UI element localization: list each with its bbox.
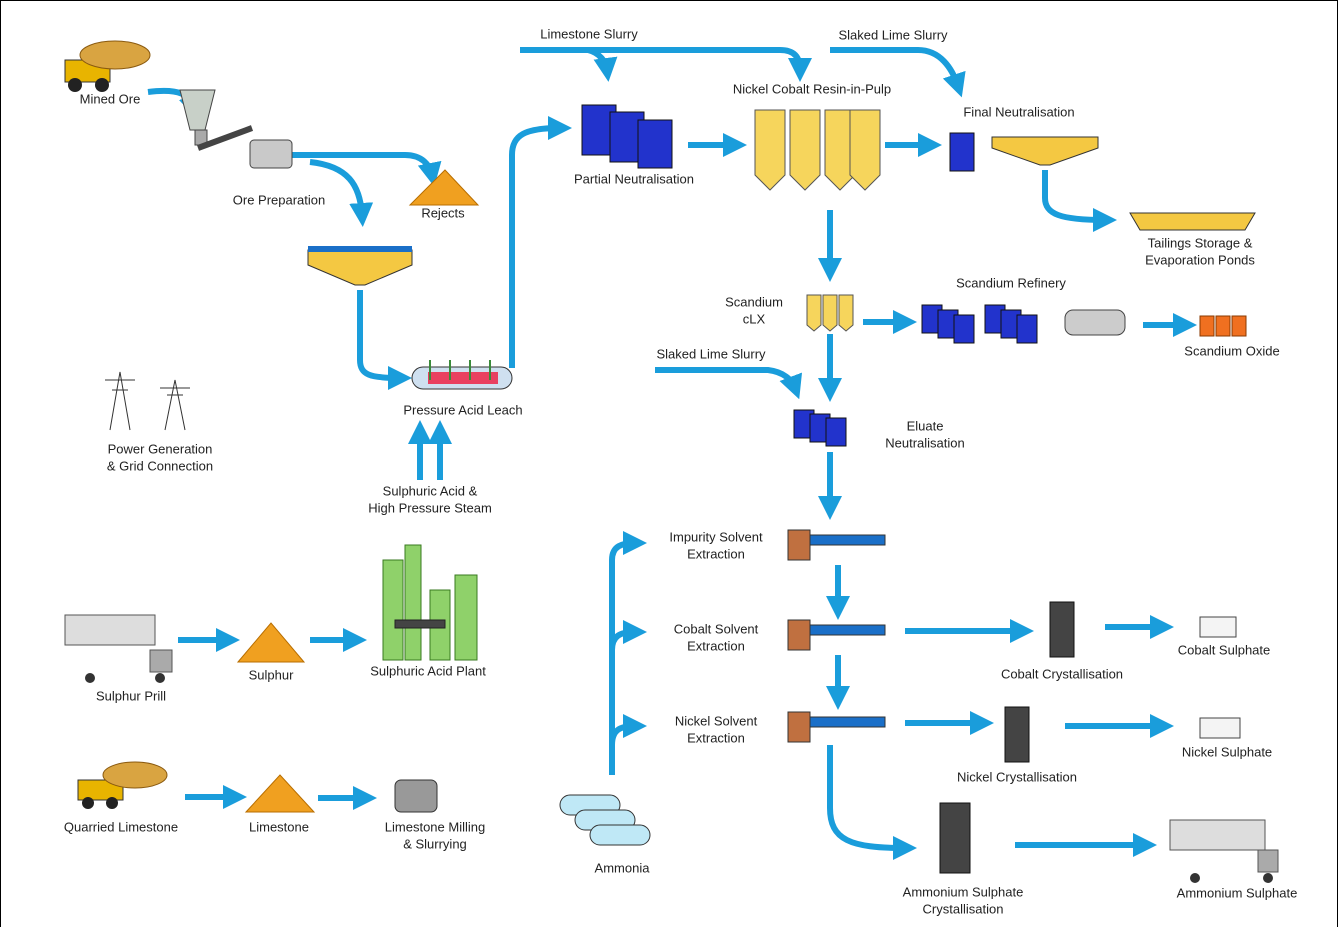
node-label: Cobalt Crystallisation [1001,666,1123,681]
scandium-columns [806,294,854,332]
node-label: Rejects [421,205,465,220]
thickener [307,246,413,286]
node-label: Nickel Sulphate [1182,744,1272,759]
node-label: Power Generation [108,441,213,456]
node-label: Sulphur Prill [96,688,166,703]
tailings-pond [1129,212,1256,231]
ball-mill [394,779,438,813]
node-label: Evaporation Ponds [1145,252,1255,267]
node-label: High Pressure Steam [368,500,492,515]
node-label: Ammonium Sulphate [903,884,1024,899]
node-label: Limestone Slurry [540,26,638,41]
node-label: Ammonia [595,860,651,875]
hopper [179,89,216,146]
node-label: Cobalt Sulphate [1178,642,1271,657]
mill [249,139,293,169]
flow-arrows [147,47,1197,860]
partial-neutralisation-tanks [581,104,673,169]
conveyor [196,125,254,151]
node-label: Ammonium Sulphate [1177,885,1298,900]
rejects-pile [408,169,480,206]
node-label: Sulphuric Acid & [383,483,478,498]
icons [64,40,1279,883]
node-label: Pressure Acid Leach [403,402,522,417]
node-label: Quarried Limestone [64,819,178,834]
node-label: Mined Ore [80,91,141,106]
node-label: Slaked Lime Slurry [838,27,948,42]
node-label: Cobalt Solvent [674,621,759,636]
node-label: Scandium Oxide [1184,343,1279,358]
autoclave [411,360,513,390]
sx-units [787,529,886,743]
limestone-pile [244,774,316,813]
node-label: Ore Preparation [233,192,326,207]
node-label: Extraction [687,730,745,745]
resin-columns [754,109,881,191]
final-tank [949,132,975,172]
ammonia-tanks [559,794,651,846]
node-label: Limestone [249,819,309,834]
node-label: Nickel Cobalt Resin-in-Pulp [733,81,891,96]
node-label: Final Neutralisation [963,104,1074,119]
node-label: Tailings Storage & [1148,235,1253,250]
labels: Mined Ore Ore Preparation Rejects Pressure … [64,26,1297,916]
node-label: Limestone Milling [385,819,485,834]
node-label: Slaked Lime Slurry [656,346,766,361]
node-label: cLX [743,311,766,326]
node-label: Extraction [687,638,745,653]
node-label: Neutralisation [885,435,965,450]
node-label: Crystallisation [923,901,1004,916]
limestone-truck [77,761,168,809]
node-label: Sulphuric Acid Plant [370,663,486,678]
node-label: Sulphur [249,667,294,682]
node-label: & Slurrying [403,836,467,851]
scandium-drums [1199,315,1247,337]
sulphur-pile [236,622,306,663]
sulphate-bags [1199,616,1241,739]
product-truck [1169,819,1279,883]
power-pylons [105,371,190,431]
node-label: Partial Neutralisation [574,171,694,186]
node-label: & Grid Connection [107,458,213,473]
node-label: Nickel Solvent [675,713,758,728]
crystallisers [939,601,1075,874]
scandium-refinery [921,304,1126,344]
sulphur-truck [64,614,173,683]
node-label: Nickel Crystallisation [957,769,1077,784]
final-thickener [991,136,1099,166]
node-label: Eluate [907,418,944,433]
eluate-tanks [793,409,847,447]
mined-ore-truck [64,40,151,92]
acid-plant [382,544,478,661]
node-label: Scandium Refinery [956,275,1066,290]
node-label: Extraction [687,546,745,561]
node-label: Impurity Solvent [669,529,763,544]
node-label: Scandium [725,294,783,309]
